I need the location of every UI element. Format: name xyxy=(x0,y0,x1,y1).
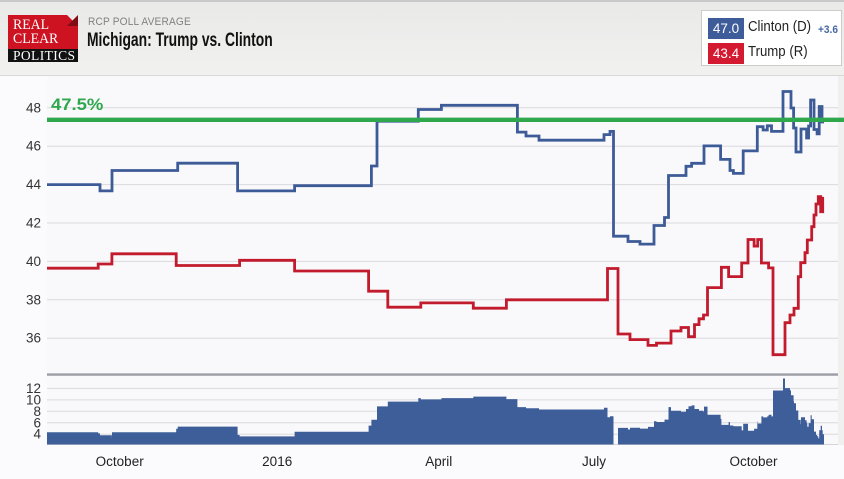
svg-text:36: 36 xyxy=(26,331,41,346)
svg-text:October: October xyxy=(96,454,145,469)
svg-text:6: 6 xyxy=(33,415,41,430)
svg-text:44: 44 xyxy=(26,177,42,192)
svg-text:38: 38 xyxy=(26,292,41,307)
svg-text:8: 8 xyxy=(33,404,41,419)
svg-text:40: 40 xyxy=(26,254,41,269)
svg-text:46: 46 xyxy=(26,139,41,154)
svg-text:47.5%: 47.5% xyxy=(51,95,104,114)
svg-text:12: 12 xyxy=(26,381,41,396)
svg-text:2016: 2016 xyxy=(262,454,292,469)
svg-text:4: 4 xyxy=(33,427,41,442)
svg-text:48: 48 xyxy=(26,100,41,115)
svg-text:10: 10 xyxy=(26,392,41,407)
svg-text:July: July xyxy=(582,454,606,469)
svg-text:42: 42 xyxy=(26,216,41,231)
svg-text:October: October xyxy=(729,454,778,469)
svg-text:April: April xyxy=(425,454,452,469)
